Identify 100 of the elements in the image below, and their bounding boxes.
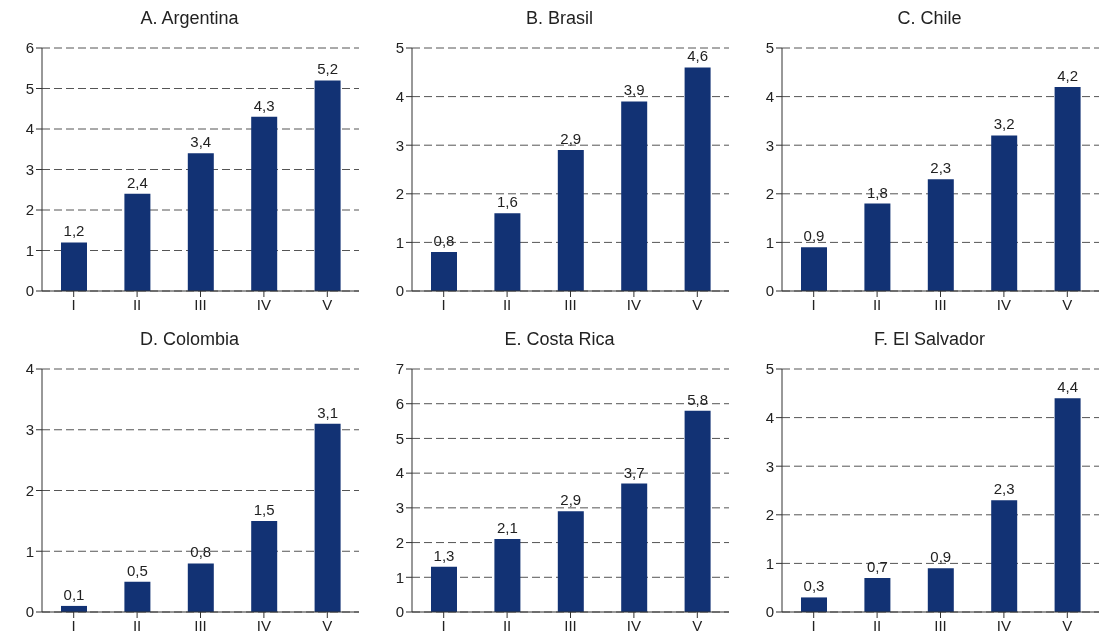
y-tick-label: 1 bbox=[25, 542, 34, 560]
y-tick-label: 6 bbox=[395, 395, 404, 413]
data-label: 2,9 bbox=[560, 491, 582, 509]
bar bbox=[494, 213, 521, 291]
data-label: 3,2 bbox=[993, 115, 1015, 133]
bar bbox=[61, 242, 87, 291]
y-tick-label: 0 bbox=[25, 603, 34, 621]
bar bbox=[991, 500, 1018, 612]
y-tick-label: 3 bbox=[765, 457, 774, 475]
x-tick-label: I bbox=[441, 295, 446, 313]
y-tick-label: 0 bbox=[765, 282, 774, 300]
y-tick-label: 4 bbox=[765, 408, 774, 426]
bar bbox=[557, 511, 584, 612]
y-tick-label: 4 bbox=[25, 360, 34, 378]
x-tick-label: I bbox=[71, 616, 76, 634]
data-label: 4,4 bbox=[1057, 378, 1079, 396]
data-label: 1,2 bbox=[63, 222, 85, 240]
data-label: 3,9 bbox=[623, 81, 645, 99]
x-tick-label: IV bbox=[626, 295, 641, 313]
bar bbox=[431, 566, 457, 612]
x-tick-label: IV bbox=[256, 616, 271, 634]
x-tick-label: IV bbox=[626, 616, 641, 634]
y-tick-label: 3 bbox=[25, 421, 34, 439]
bar bbox=[684, 410, 711, 612]
bar bbox=[864, 577, 891, 612]
chart-title: B. Brasil bbox=[525, 8, 594, 30]
y-tick-label: 1 bbox=[765, 554, 774, 572]
data-label: 2,9 bbox=[560, 130, 582, 148]
data-label: 4,3 bbox=[253, 96, 275, 114]
y-tick-label: 3 bbox=[395, 136, 404, 154]
data-label: 0,3 bbox=[803, 577, 825, 595]
bar bbox=[684, 67, 711, 291]
bar bbox=[864, 203, 891, 291]
data-label: 0,5 bbox=[126, 561, 148, 579]
x-tick-label: II bbox=[502, 616, 512, 634]
y-tick-label: 5 bbox=[765, 360, 774, 378]
bar bbox=[1054, 86, 1081, 291]
x-tick-label: IV bbox=[996, 295, 1011, 313]
bar bbox=[187, 563, 214, 612]
y-tick-label: 4 bbox=[25, 120, 34, 138]
x-tick-label: III bbox=[934, 616, 947, 634]
data-label: 3,7 bbox=[623, 463, 645, 481]
y-tick-label: 0 bbox=[395, 282, 404, 300]
data-label: 1,5 bbox=[253, 500, 275, 518]
x-tick-label: II bbox=[132, 295, 142, 313]
y-tick-label: 4 bbox=[395, 87, 404, 105]
x-tick-label: I bbox=[811, 295, 816, 313]
data-label: 3,4 bbox=[190, 133, 212, 151]
y-tick-label: 1 bbox=[25, 241, 34, 259]
x-tick-label: II bbox=[872, 616, 882, 634]
y-tick-label: 5 bbox=[395, 429, 404, 447]
x-tick-label: III bbox=[564, 295, 577, 313]
x-tick-label: V bbox=[322, 295, 333, 313]
bar bbox=[314, 423, 341, 612]
y-tick-label: 2 bbox=[765, 185, 774, 203]
x-tick-label: V bbox=[1062, 616, 1073, 634]
y-tick-label: 1 bbox=[395, 233, 404, 251]
bar bbox=[801, 597, 827, 612]
data-label: 1,8 bbox=[866, 183, 888, 201]
data-label: 0,9 bbox=[930, 548, 952, 566]
y-tick-label: 5 bbox=[765, 39, 774, 57]
x-tick-label: III bbox=[934, 295, 947, 313]
data-label: 2,3 bbox=[993, 480, 1015, 498]
y-tick-label: 0 bbox=[25, 282, 34, 300]
data-label: 2,4 bbox=[126, 173, 148, 191]
chart-title: C. Chile bbox=[896, 8, 963, 30]
x-tick-label: I bbox=[441, 616, 446, 634]
x-tick-label: V bbox=[692, 616, 703, 634]
data-label: 0,1 bbox=[63, 585, 85, 603]
y-tick-label: 2 bbox=[25, 481, 34, 499]
x-tick-label: II bbox=[502, 295, 512, 313]
y-tick-label: 2 bbox=[395, 533, 404, 551]
x-tick-label: I bbox=[71, 295, 76, 313]
bar bbox=[431, 252, 457, 291]
data-label: 4,2 bbox=[1057, 66, 1079, 84]
chart-title: A. Argentina bbox=[139, 8, 240, 30]
x-tick-label: IV bbox=[996, 616, 1011, 634]
y-tick-label: 3 bbox=[25, 160, 34, 178]
x-tick-label: V bbox=[1062, 295, 1073, 313]
chart-title: F. El Salvador bbox=[872, 329, 987, 351]
chart-title: D. Colombia bbox=[138, 329, 240, 351]
y-tick-label: 1 bbox=[395, 568, 404, 586]
y-tick-label: 0 bbox=[765, 603, 774, 621]
x-tick-label: III bbox=[564, 616, 577, 634]
bar bbox=[991, 135, 1018, 291]
x-tick-label: II bbox=[132, 616, 142, 634]
y-tick-label: 0 bbox=[395, 603, 404, 621]
data-label: 1,3 bbox=[433, 546, 455, 564]
y-tick-label: 3 bbox=[765, 136, 774, 154]
bar bbox=[621, 483, 648, 612]
y-tick-label: 5 bbox=[25, 79, 34, 97]
bar bbox=[927, 568, 954, 612]
data-label: 0,9 bbox=[803, 227, 825, 245]
bar bbox=[494, 539, 521, 612]
bar bbox=[251, 520, 278, 612]
x-tick-label: V bbox=[692, 295, 703, 313]
y-tick-label: 5 bbox=[395, 39, 404, 57]
bar bbox=[314, 80, 341, 291]
data-label: 2,1 bbox=[496, 519, 518, 537]
bar bbox=[621, 101, 648, 291]
